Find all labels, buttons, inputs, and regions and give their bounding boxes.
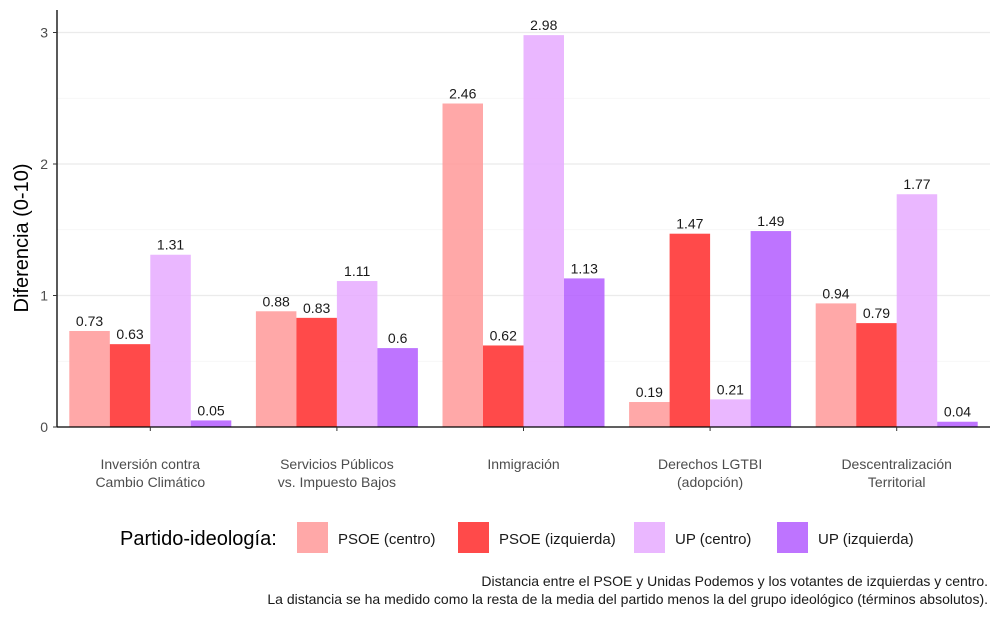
x-tick-label: vs. Impuesto Bajos [278,474,396,490]
bar [336,281,378,427]
bar [255,311,297,427]
x-tick-label: Cambio Climático [95,474,205,490]
y-tick-labels: 0 1 2 3 [40,25,48,436]
bar [296,317,337,427]
bar [483,345,524,427]
bar [815,303,857,427]
x-tick-label: Servicios Públicos [280,456,394,472]
bar [377,348,418,427]
bar [69,331,110,427]
data-label: 0.19 [636,384,663,400]
y-axis-label: Diferencia (0-10) [11,164,33,313]
bar [896,194,938,427]
caption-line: Distancia entre el PSOE y Unidas Podemos… [481,573,988,589]
y-tick-label: 1 [40,288,48,304]
data-label: 1.47 [676,216,703,232]
data-label: 0.83 [303,300,330,316]
bar [856,323,897,427]
x-tick-label: Territorial [868,474,926,490]
bar [109,344,151,427]
legend-label: UP (centro) [675,531,751,548]
x-tick-label: (adopción) [677,474,743,490]
bar [564,278,605,427]
data-label: 0.88 [263,293,290,309]
legend-swatch [777,522,808,553]
data-label: 0.63 [116,326,143,342]
data-label: 0.73 [76,313,103,329]
data-label: 1.77 [903,176,930,192]
legend-label: PSOE (izquierda) [499,531,616,548]
legend-swatch [297,522,328,553]
y-tick-label: 2 [40,156,48,172]
data-label: 2.46 [449,86,476,102]
bar [442,103,483,427]
data-label: 0.79 [863,305,890,321]
data-label: 1.31 [157,237,184,253]
x-tick-label: Inversión contra [100,456,200,472]
caption: Distancia entre el PSOE y Unidas Podemos… [267,573,988,607]
data-label: 2.98 [530,17,557,33]
bar [710,399,751,427]
data-label: 1.13 [571,260,598,276]
legend-swatch [634,522,665,553]
axes [53,10,990,431]
bar [669,233,711,427]
legend: Partido-ideología: PSOE (centro) PSOE (iz… [120,522,914,553]
bar [523,35,564,427]
data-label: 1.11 [344,263,370,279]
x-tick-label: Inmigración [487,456,559,472]
x-tick-label: Descentralización [841,456,952,472]
data-label: 0.05 [197,402,224,418]
value-labels: 0.73 0.63 1.31 0.05 0.88 0.83 1.11 0.6 2.46 0.62 2… [76,17,971,420]
data-label: 0.62 [490,327,517,343]
legend-label: PSOE (centro) [338,531,436,548]
x-category-labels: Inversión contra Cambio Climático Servicio… [95,456,952,490]
data-label: 0.21 [717,381,744,397]
bar [937,421,978,427]
legend-title: Partido-ideología: [120,528,277,550]
data-label: 1.49 [757,213,784,229]
y-tick-label: 0 [40,419,48,435]
bar [150,254,191,427]
bars [69,35,978,427]
x-tick-label: Derechos LGTBI [658,456,762,472]
bar [190,420,232,427]
legend-swatch [458,522,489,553]
data-label: 0.04 [944,404,971,420]
caption-line: La distancia se ha medido como la resta … [267,591,988,607]
legend-label: UP (izquierda) [818,531,914,548]
bar [629,402,670,427]
y-tick-label: 3 [40,25,48,41]
bar [750,231,792,427]
data-label: 0.94 [822,285,849,301]
data-label: 0.6 [388,330,408,346]
